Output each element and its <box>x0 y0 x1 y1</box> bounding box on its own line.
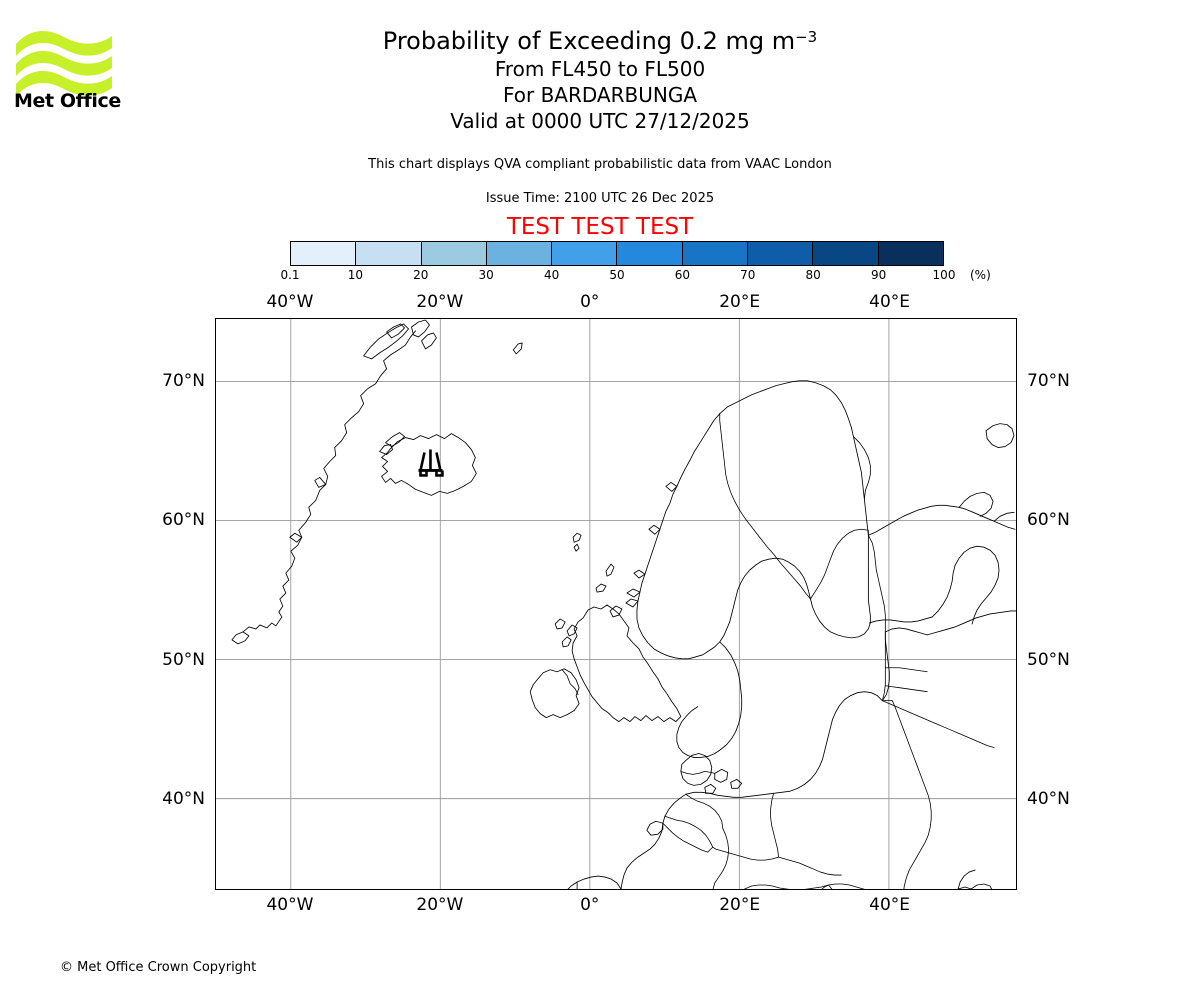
colorbar <box>290 241 944 266</box>
lon-label-top-0°: 0° <box>580 292 600 312</box>
chart-title-block: Probability of Exceeding 0.2 mg m−3 From… <box>0 22 1200 134</box>
lon-label-top-40°E: 40°E <box>869 292 911 312</box>
lon-label-bot-20°W: 20°W <box>416 895 464 915</box>
lon-label-top-20°E: 20°E <box>719 292 761 312</box>
lat-label-right-60°N: 60°N <box>1027 510 1070 531</box>
colorbar-segment-6 <box>681 242 748 265</box>
copyright-notice: © Met Office Crown Copyright <box>60 960 257 975</box>
lon-label-top-20°W: 20°W <box>416 292 464 312</box>
page-title: Probability of Exceeding 0.2 mg m−3 <box>0 22 1200 56</box>
colorbar-segment-1 <box>355 242 421 265</box>
met-office-wave-icon <box>16 30 112 96</box>
met-office-logo <box>16 30 112 96</box>
valid-time-line: Valid at 0000 UTC 27/12/2025 <box>450 109 750 133</box>
colorbar-tick-100: 100 <box>932 268 956 282</box>
lon-label-bot-40°E: 40°E <box>869 895 911 915</box>
volcano-name-line: For BARDARBUNGA <box>502 83 698 107</box>
colorbar-tick-90: 90 <box>870 268 887 282</box>
colorbar-tick-70: 70 <box>740 268 756 282</box>
lat-label-right-50°N: 50°N <box>1027 649 1070 670</box>
lat-label-left-50°N: 50°N <box>162 649 205 670</box>
qva-note: This chart displays QVA compliant probab… <box>368 157 832 172</box>
lon-label-bot-20°E: 20°E <box>719 895 761 915</box>
colorbar-segment-2 <box>420 242 486 265</box>
colorbar-segment-4 <box>551 242 617 265</box>
map-gridlines <box>216 319 1016 889</box>
colorbar-segment-3 <box>485 242 552 265</box>
map-geography <box>231 319 1016 889</box>
lat-label-left-70°N: 70°N <box>162 370 205 391</box>
title-exponent: −3 <box>795 28 818 46</box>
flight-level-line: From FL450 to FL500 <box>494 57 706 81</box>
colorbar-tick-20: 20 <box>413 268 429 282</box>
lon-label-bot-40°W: 40°W <box>266 895 314 915</box>
colorbar-units-label: (%) <box>970 268 991 282</box>
map-plot-area[interactable] <box>215 318 1017 890</box>
lon-label-top-40°W: 40°W <box>266 292 314 312</box>
colorbar-segment-7 <box>747 242 813 265</box>
colorbar-segment-0 <box>291 242 356 265</box>
volcano-marker-bardarbunga <box>418 449 444 477</box>
lat-label-left-60°N: 60°N <box>162 510 205 531</box>
lat-label-left-40°N: 40°N <box>162 789 205 810</box>
colorbar-tick-labels: 0.1 10 20 30 40 50 60 70 80 90 100 <box>280 268 955 286</box>
issue-time: Issue Time: 2100 UTC 26 Dec 2025 <box>485 191 715 206</box>
test-banner: TEST TEST TEST <box>506 214 694 240</box>
main-title-text: Probability of Exceeding 0.2 mg m <box>382 27 796 55</box>
colorbar-tick-30: 30 <box>478 268 494 282</box>
colorbar-tick-0.1: 0.1 <box>280 268 300 282</box>
colorbar-tick-60: 60 <box>674 268 691 282</box>
map-svg <box>216 319 1016 889</box>
lat-label-right-40°N: 40°N <box>1027 789 1070 810</box>
lon-label-bot-0°: 0° <box>580 895 600 915</box>
colorbar-segment-9 <box>877 242 943 265</box>
colorbar-tick-10: 10 <box>347 268 364 282</box>
colorbar-segment-5 <box>616 242 682 265</box>
met-office-wordmark: Met Office <box>14 90 121 112</box>
colorbar-gradient <box>290 241 944 266</box>
lat-label-right-70°N: 70°N <box>1027 370 1070 391</box>
colorbar-tick-40: 40 <box>543 268 560 282</box>
colorbar-segment-8 <box>812 242 878 265</box>
colorbar-tick-80: 80 <box>805 268 821 282</box>
colorbar-tick-50: 50 <box>609 268 625 282</box>
